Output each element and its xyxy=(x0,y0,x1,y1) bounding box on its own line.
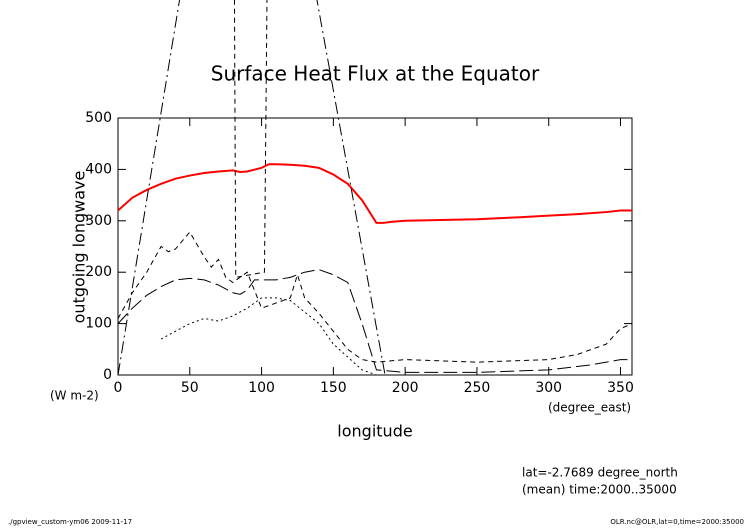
series-line xyxy=(117,163,632,224)
y-tick-label: 200 xyxy=(85,264,112,280)
series-line xyxy=(117,0,386,376)
x-tick-label: 200 xyxy=(392,380,419,396)
x-tick-label: 50 xyxy=(181,380,199,396)
y-axis-label: outgoing longwave xyxy=(70,171,89,324)
x-tick-label: 300 xyxy=(535,380,562,396)
y-tick-label: 0 xyxy=(103,367,112,383)
x-axis-label: longitude xyxy=(337,422,412,441)
series-line xyxy=(160,297,621,376)
x-tick-label: 350 xyxy=(607,380,634,396)
y-tick-label: 500 xyxy=(85,110,112,126)
chart-title: Surface Heat Flux at the Equator xyxy=(211,62,540,86)
footer: ./gpview_custom-ym06 2009-11-17 xyxy=(8,518,132,526)
series-line xyxy=(233,0,268,278)
y-tick-label: 300 xyxy=(85,213,112,229)
footer: OLR.nc@OLR,lat=0,time=2000:35000 xyxy=(610,518,744,526)
x-units: (degree_east) xyxy=(548,401,631,415)
annotation: (mean) time:2000..35000 xyxy=(522,483,677,497)
y-units: (W m-2) xyxy=(50,389,99,403)
x-tick-label: 100 xyxy=(248,380,275,396)
x-tick-label: 250 xyxy=(464,380,491,396)
x-tick-label: 0 xyxy=(114,380,123,396)
x-tick-label: 150 xyxy=(320,380,347,396)
series-line xyxy=(117,269,632,373)
y-tick-label: 400 xyxy=(85,161,112,177)
annotation: lat=-2.7689 degree_north xyxy=(522,466,678,480)
y-tick-label: 100 xyxy=(85,316,112,332)
series-line xyxy=(117,231,633,363)
plot-frame xyxy=(117,117,633,376)
